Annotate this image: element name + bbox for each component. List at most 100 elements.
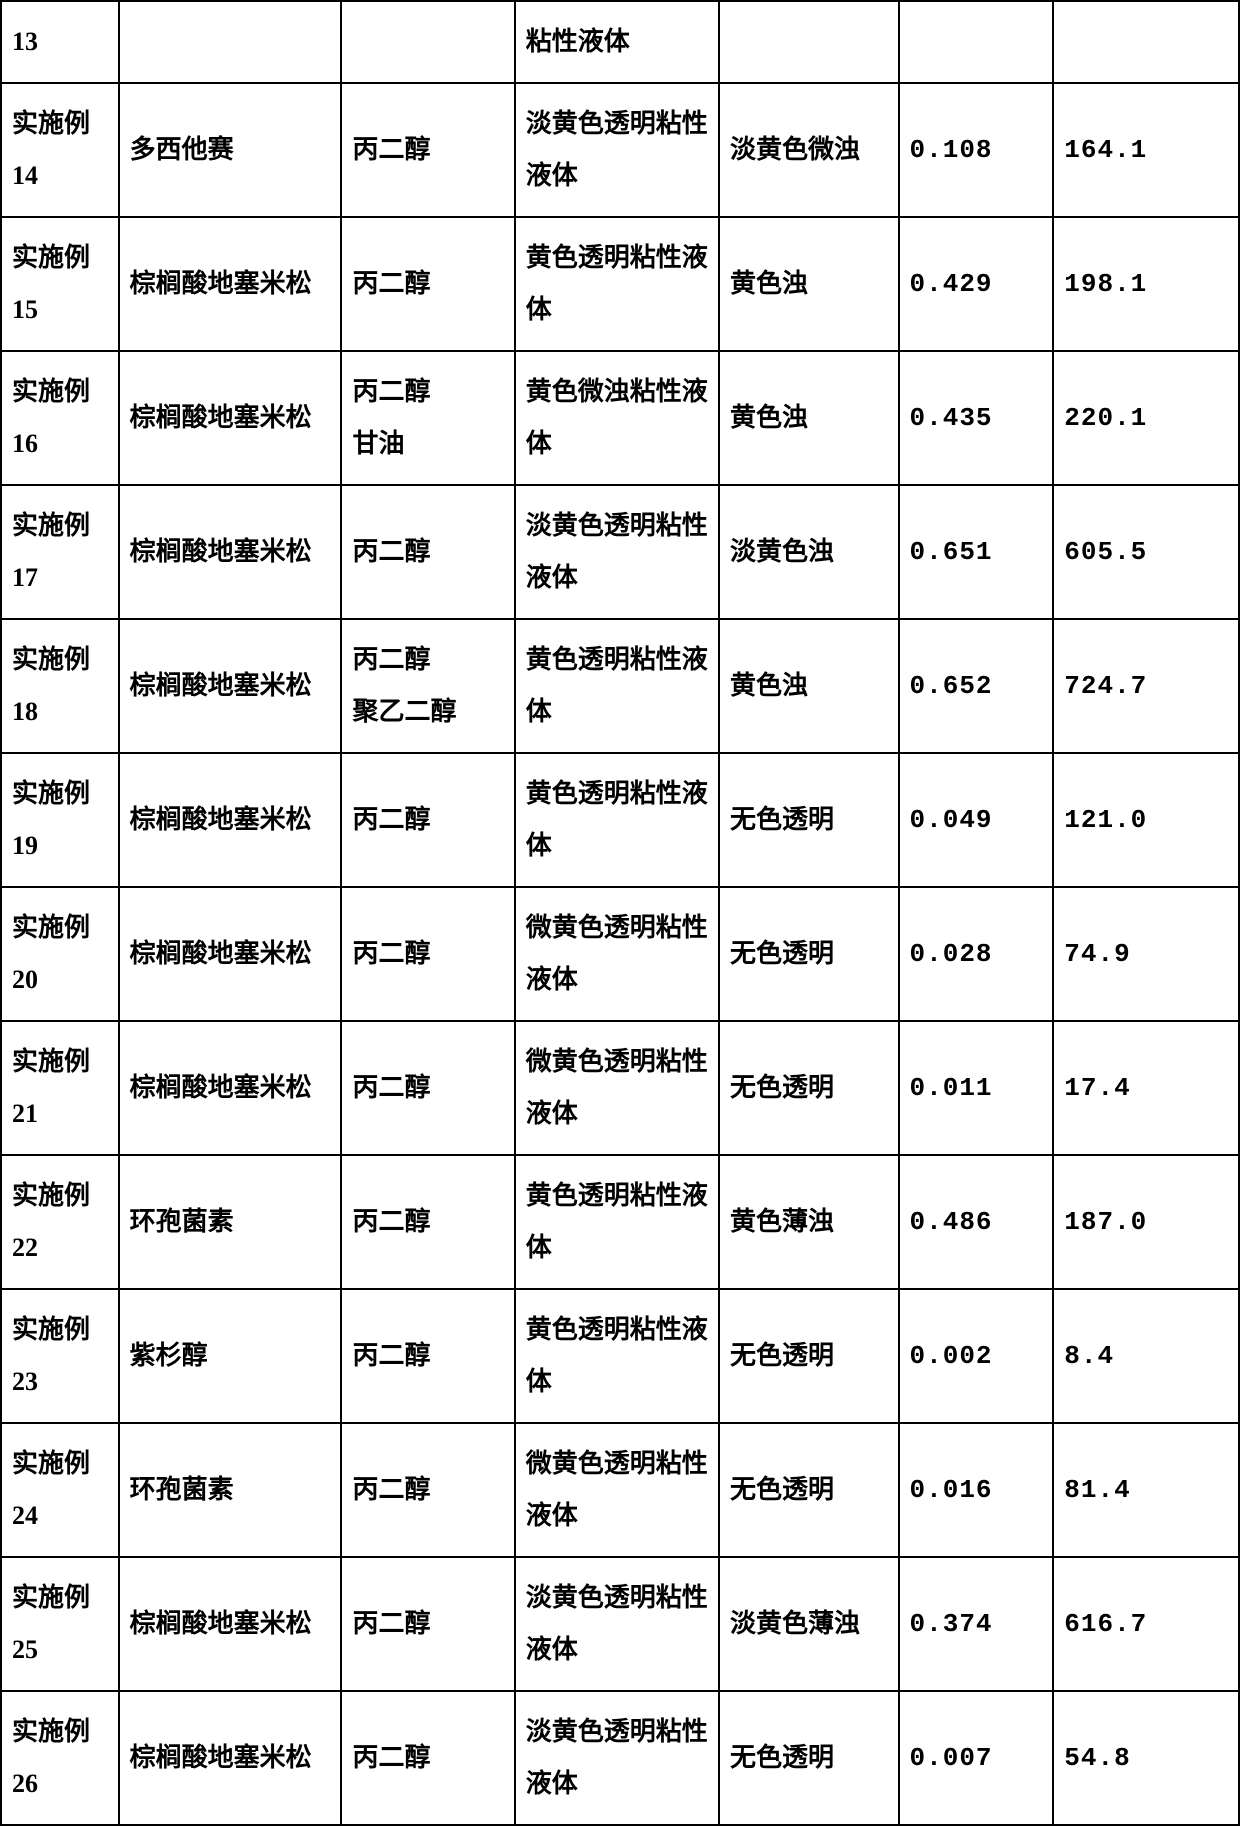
cell-col1: 棕榈酸地塞米松 <box>119 753 342 887</box>
cell-col0: 实施例21 <box>1 1021 119 1155</box>
cell-col1: 棕榈酸地塞米松 <box>119 485 342 619</box>
cell-col0: 实施例16 <box>1 351 119 485</box>
cell-col3: 微黄色透明粘性液体 <box>515 887 719 1021</box>
cell-col0: 实施例17 <box>1 485 119 619</box>
cell-col6: 81.4 <box>1053 1423 1239 1557</box>
cell-col1: 棕榈酸地塞米松 <box>119 619 342 753</box>
cell-col2: 丙二醇 <box>341 1691 514 1825</box>
cell-col2: 丙二醇 <box>341 83 514 217</box>
cell-col6 <box>1053 1 1239 83</box>
table-row: 实施例14多西他赛丙二醇淡黄色透明粘性液体淡黄色微浊0.108164.1 <box>1 83 1239 217</box>
cell-col2: 丙二醇 <box>341 1557 514 1691</box>
cell-col0: 实施例25 <box>1 1557 119 1691</box>
cell-col5: 0.002 <box>899 1289 1054 1423</box>
cell-col1: 棕榈酸地塞米松 <box>119 217 342 351</box>
cell-col1: 棕榈酸地塞米松 <box>119 351 342 485</box>
cell-col4: 无色透明 <box>719 887 899 1021</box>
cell-col3: 黄色透明粘性液体 <box>515 1289 719 1423</box>
cell-col6: 17.4 <box>1053 1021 1239 1155</box>
cell-col5: 0.007 <box>899 1691 1054 1825</box>
cell-col4: 淡黄色微浊 <box>719 83 899 217</box>
cell-col2: 丙二醇 <box>341 485 514 619</box>
cell-col6: 121.0 <box>1053 753 1239 887</box>
cell-col5: 0.486 <box>899 1155 1054 1289</box>
cell-col6: 198.1 <box>1053 217 1239 351</box>
table-row: 实施例25棕榈酸地塞米松丙二醇淡黄色透明粘性液体淡黄色薄浊0.374616.7 <box>1 1557 1239 1691</box>
cell-col2: 丙二醇 <box>341 753 514 887</box>
cell-col4: 黄色浊 <box>719 217 899 351</box>
cell-col4: 无色透明 <box>719 753 899 887</box>
cell-col6: 164.1 <box>1053 83 1239 217</box>
cell-col3: 黄色透明粘性液体 <box>515 217 719 351</box>
cell-col2: 丙二醇甘油 <box>341 351 514 485</box>
table-row: 实施例23紫杉醇丙二醇黄色透明粘性液体无色透明0.0028.4 <box>1 1289 1239 1423</box>
cell-col5: 0.108 <box>899 83 1054 217</box>
cell-col4 <box>719 1 899 83</box>
cell-col6: 8.4 <box>1053 1289 1239 1423</box>
cell-col0: 实施例19 <box>1 753 119 887</box>
cell-col1: 多西他赛 <box>119 83 342 217</box>
cell-col4: 无色透明 <box>719 1423 899 1557</box>
cell-col3: 黄色透明粘性液体 <box>515 619 719 753</box>
table-body: 13粘性液体实施例14多西他赛丙二醇淡黄色透明粘性液体淡黄色微浊0.108164… <box>1 1 1239 1825</box>
cell-col0: 实施例23 <box>1 1289 119 1423</box>
cell-col3: 淡黄色透明粘性液体 <box>515 83 719 217</box>
cell-col5 <box>899 1 1054 83</box>
table-row: 实施例22环孢菌素丙二醇黄色透明粘性液体黄色薄浊0.486187.0 <box>1 1155 1239 1289</box>
cell-col3: 淡黄色透明粘性液体 <box>515 1557 719 1691</box>
cell-col1: 环孢菌素 <box>119 1423 342 1557</box>
cell-col0: 实施例20 <box>1 887 119 1021</box>
table-row: 实施例26棕榈酸地塞米松丙二醇淡黄色透明粘性液体无色透明0.00754.8 <box>1 1691 1239 1825</box>
cell-col0: 实施例22 <box>1 1155 119 1289</box>
cell-col4: 黄色浊 <box>719 351 899 485</box>
table-row: 实施例15棕榈酸地塞米松丙二醇黄色透明粘性液体黄色浊0.429198.1 <box>1 217 1239 351</box>
cell-col0: 实施例24 <box>1 1423 119 1557</box>
cell-col1: 环孢菌素 <box>119 1155 342 1289</box>
cell-col3: 微黄色透明粘性液体 <box>515 1423 719 1557</box>
cell-col2: 丙二醇 <box>341 1423 514 1557</box>
cell-col4: 淡黄色薄浊 <box>719 1557 899 1691</box>
cell-col5: 0.652 <box>899 619 1054 753</box>
cell-col4: 无色透明 <box>719 1289 899 1423</box>
cell-col6: 74.9 <box>1053 887 1239 1021</box>
table-row: 实施例19棕榈酸地塞米松丙二醇黄色透明粘性液体无色透明0.049121.0 <box>1 753 1239 887</box>
cell-col4: 淡黄色浊 <box>719 485 899 619</box>
table-row: 13 粘性液体 <box>1 1 1239 83</box>
cell-col1 <box>119 1 342 83</box>
cell-col3: 黄色微浊粘性液体 <box>515 351 719 485</box>
cell-col3: 粘性液体 <box>515 1 719 83</box>
cell-col4: 黄色浊 <box>719 619 899 753</box>
page: 13粘性液体实施例14多西他赛丙二醇淡黄色透明粘性液体淡黄色微浊0.108164… <box>0 0 1240 1826</box>
cell-col2 <box>341 1 514 83</box>
table-row: 实施例16棕榈酸地塞米松丙二醇甘油黄色微浊粘性液体黄色浊0.435220.1 <box>1 351 1239 485</box>
cell-col5: 0.011 <box>899 1021 1054 1155</box>
cell-col3: 黄色透明粘性液体 <box>515 1155 719 1289</box>
cell-col5: 0.028 <box>899 887 1054 1021</box>
cell-col6: 220.1 <box>1053 351 1239 485</box>
cell-col0: 实施例14 <box>1 83 119 217</box>
cell-col0: 实施例18 <box>1 619 119 753</box>
data-table: 13粘性液体实施例14多西他赛丙二醇淡黄色透明粘性液体淡黄色微浊0.108164… <box>0 0 1240 1826</box>
cell-col5: 0.016 <box>899 1423 1054 1557</box>
cell-col6: 724.7 <box>1053 619 1239 753</box>
cell-col0: 实施例15 <box>1 217 119 351</box>
cell-col6: 605.5 <box>1053 485 1239 619</box>
cell-col2: 丙二醇 <box>341 1021 514 1155</box>
table-row: 实施例18棕榈酸地塞米松丙二醇聚乙二醇黄色透明粘性液体黄色浊0.652724.7 <box>1 619 1239 753</box>
cell-col5: 0.429 <box>899 217 1054 351</box>
cell-col5: 0.435 <box>899 351 1054 485</box>
cell-col3: 微黄色透明粘性液体 <box>515 1021 719 1155</box>
cell-col4: 无色透明 <box>719 1021 899 1155</box>
cell-col6: 187.0 <box>1053 1155 1239 1289</box>
cell-col3: 黄色透明粘性液体 <box>515 753 719 887</box>
table-row: 实施例21棕榈酸地塞米松丙二醇微黄色透明粘性液体无色透明0.01117.4 <box>1 1021 1239 1155</box>
cell-col0: 13 <box>1 1 119 83</box>
cell-col1: 棕榈酸地塞米松 <box>119 1691 342 1825</box>
table-row: 实施例17棕榈酸地塞米松丙二醇淡黄色透明粘性液体淡黄色浊0.651605.5 <box>1 485 1239 619</box>
cell-col1: 棕榈酸地塞米松 <box>119 887 342 1021</box>
cell-col4: 黄色薄浊 <box>719 1155 899 1289</box>
cell-col1: 棕榈酸地塞米松 <box>119 1021 342 1155</box>
cell-col5: 0.049 <box>899 753 1054 887</box>
cell-col2: 丙二醇 <box>341 217 514 351</box>
cell-col6: 616.7 <box>1053 1557 1239 1691</box>
